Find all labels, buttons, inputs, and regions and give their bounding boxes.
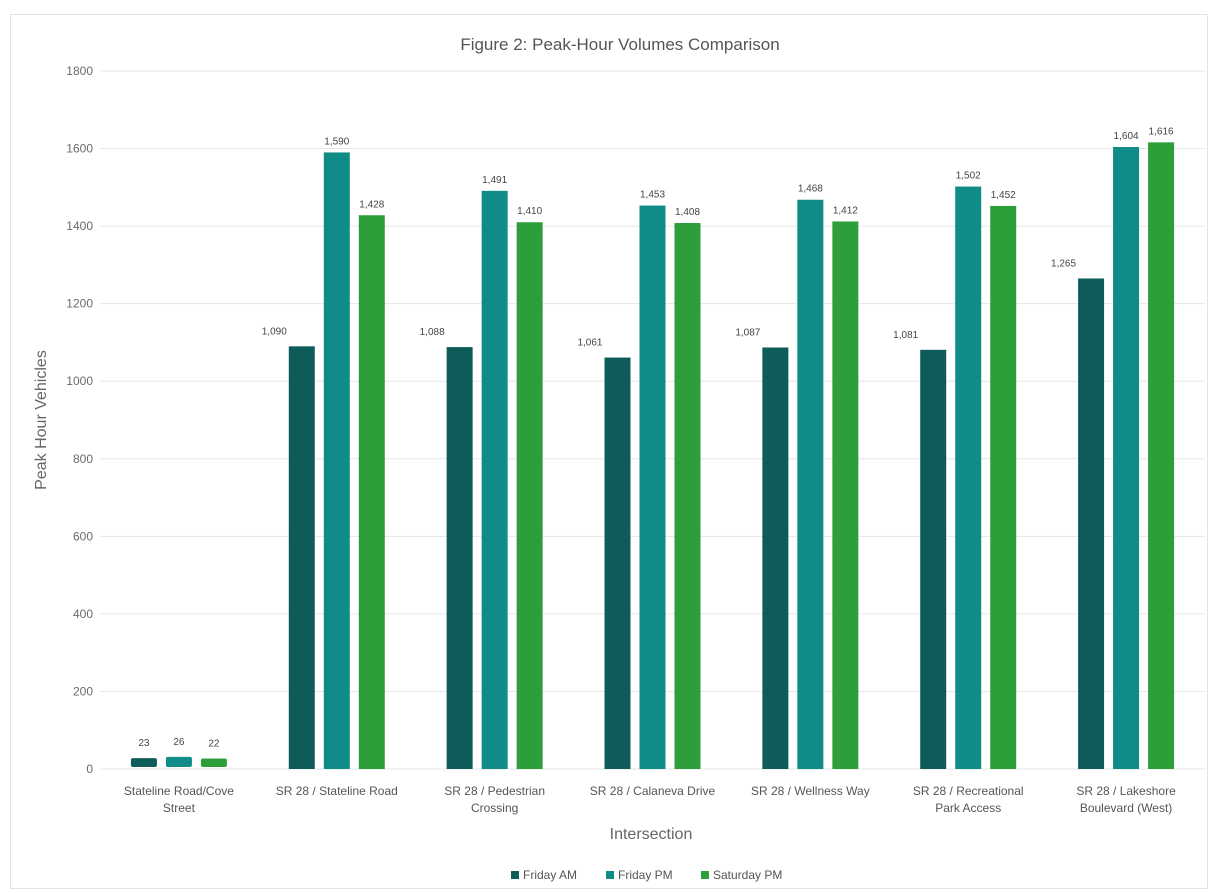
legend-label: Friday AM: [523, 868, 577, 882]
data-label: 1,453: [640, 190, 665, 201]
bar-friday-am: [762, 347, 789, 769]
bar-saturday-pm: [516, 222, 543, 769]
bar-friday-pm: [797, 199, 824, 770]
y-tick-label: 0: [86, 762, 93, 776]
legend-swatch: [511, 871, 519, 879]
x-category-label: SR 28 / Wellness Way: [751, 784, 870, 798]
data-label: 1,412: [833, 205, 858, 216]
data-label: 1,616: [1149, 126, 1174, 137]
y-tick-label: 1800: [66, 64, 93, 78]
bar-friday-am: [920, 349, 947, 769]
x-category-label: Boulevard (West): [1080, 801, 1172, 815]
bar-saturday-pm: [1148, 142, 1175, 770]
y-tick-label: 1400: [66, 219, 93, 233]
legend: Friday AM Friday PM Saturday PM: [511, 868, 782, 882]
x-axis-categories: Stateline Road/Cove Street SR 28 / Stateli…: [124, 784, 1176, 815]
y-tick-label: 200: [73, 684, 93, 698]
y-tick-label: 1000: [66, 374, 93, 388]
x-category-label: SR 28 / Lakeshore: [1076, 784, 1176, 798]
data-label: 1,468: [798, 184, 823, 195]
y-tick-label: 1200: [66, 297, 93, 311]
x-category-label: Park Access: [935, 801, 1001, 815]
chart-title: Figure 2: Peak-Hour Volumes Comparison: [460, 35, 779, 54]
legend-swatch: [606, 871, 614, 879]
data-label: 22: [208, 738, 220, 749]
bar-saturday-pm: [832, 221, 859, 770]
data-label: 1,090: [262, 326, 287, 337]
gridlines: [100, 70, 1205, 770]
bar-friday-pm: [165, 756, 192, 767]
data-label: 1,410: [517, 206, 542, 217]
data-label: 1,265: [1051, 258, 1076, 269]
x-category-label: SR 28 / Calaneva Drive: [590, 784, 716, 798]
data-label: 1,590: [324, 136, 349, 147]
y-axis-title: Peak Hour Vehicles: [33, 350, 50, 490]
data-label: 1,491: [482, 175, 507, 186]
data-label: 1,428: [359, 199, 384, 210]
data-label: 1,502: [956, 171, 981, 182]
data-label: 26: [173, 737, 185, 748]
x-category-label: SR 28 / Recreational: [913, 784, 1024, 798]
data-label: 1,604: [1114, 131, 1139, 142]
bar-friday-am: [604, 357, 631, 769]
data-labels: 23 1,090 1,088 1,061 1,087 1,081 1,265 26 1,590 1…: [138, 126, 1174, 749]
y-tick-label: 800: [73, 452, 93, 466]
data-label: 23: [138, 738, 150, 749]
bar-friday-am: [130, 758, 157, 767]
bar-friday-pm: [639, 205, 666, 769]
data-label: 1,087: [735, 327, 760, 338]
legend-label: Saturday PM: [713, 868, 782, 882]
data-label: 1,452: [991, 190, 1016, 201]
bar-saturday-pm: [200, 758, 227, 767]
y-tick-label: 400: [73, 607, 93, 621]
y-tick-label: 600: [73, 529, 93, 543]
legend-label: Friday PM: [618, 868, 673, 882]
bar-saturday-pm: [358, 215, 385, 770]
data-label: 1,081: [893, 330, 918, 341]
bar-friday-pm: [481, 190, 508, 769]
bar-friday-pm: [323, 152, 350, 769]
bar-friday-pm: [1113, 147, 1140, 769]
bar-friday-pm: [955, 186, 982, 769]
bars: [130, 142, 1175, 770]
bar-friday-am: [446, 347, 473, 769]
bar-saturday-pm: [674, 223, 701, 769]
bar-friday-am: [1078, 278, 1105, 769]
y-axis-ticks: 0 200 400 600 800 1000 1200 1400 1600 1800: [66, 64, 93, 776]
legend-swatch: [701, 871, 709, 879]
bar-saturday-pm: [990, 205, 1017, 770]
data-label: 1,061: [577, 338, 602, 349]
x-category-label: Crossing: [471, 801, 518, 815]
data-label: 1,088: [420, 327, 445, 338]
y-tick-label: 1600: [66, 142, 93, 156]
x-category-label: Street: [163, 801, 196, 815]
x-category-label: SR 28 / Stateline Road: [276, 784, 398, 798]
x-category-label: Stateline Road/Cove: [124, 784, 234, 798]
data-label: 1,408: [675, 207, 700, 218]
x-category-label: SR 28 / Pedestrian: [444, 784, 545, 798]
x-axis-title: Intersection: [610, 826, 693, 843]
bar-friday-am: [288, 346, 315, 769]
